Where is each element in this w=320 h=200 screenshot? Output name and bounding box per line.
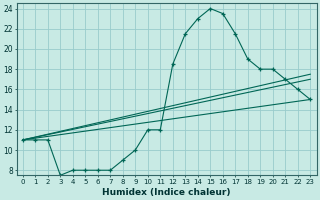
X-axis label: Humidex (Indice chaleur): Humidex (Indice chaleur): [102, 188, 231, 197]
